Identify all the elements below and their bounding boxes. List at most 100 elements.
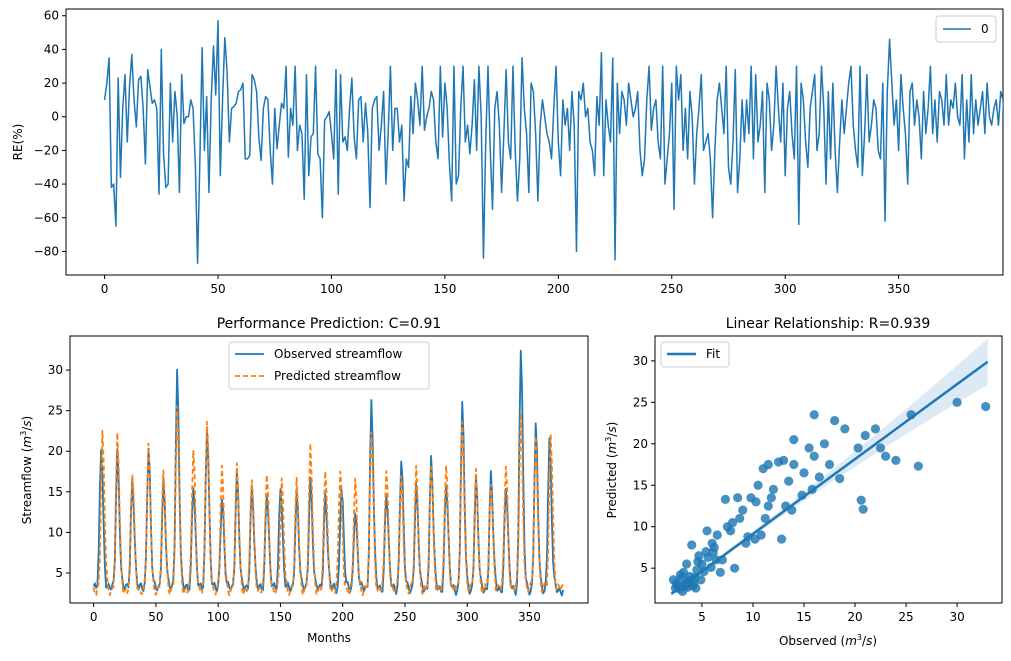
perf-x-tick-label: 300 — [456, 610, 479, 624]
scatter-point — [856, 495, 866, 505]
re-y-tick-label: −80 — [34, 244, 59, 258]
scatter-point — [809, 410, 819, 420]
re-series-group — [103, 20, 1003, 264]
re-legend-label: 0 — [981, 22, 989, 36]
scatter-point — [746, 493, 756, 503]
fit-legend-label: Fit — [706, 347, 720, 361]
perf-x-tick-label: 250 — [394, 610, 417, 624]
scatter-point — [799, 468, 809, 478]
scatter-point — [913, 461, 923, 471]
scatter-point — [675, 570, 686, 580]
scatter-x-tick-label: 5 — [698, 610, 706, 624]
predicted-legend-label: Predicted streamflow — [274, 369, 401, 383]
scatter-point — [952, 397, 962, 407]
scatter-point — [738, 505, 748, 515]
scatter-y-tick-label: 20 — [633, 437, 648, 451]
re-chart: 0 50 100 150 200 250 300 350 −80 −60 −40 −20 0 20 40 6… — [11, 8, 1004, 296]
scatter-point — [875, 443, 886, 453]
re-y-tick-label: 20 — [44, 76, 59, 90]
perf-series-group — [92, 349, 564, 597]
scatter-point — [881, 451, 891, 461]
scatter-title: Linear Relationship: R=0.939 — [726, 316, 931, 332]
re-y-tick-label: −40 — [34, 177, 59, 191]
predicted-streamflow-line — [92, 405, 564, 597]
perf-x-tick-label: 50 — [148, 610, 163, 624]
scatter-x-tick-label: 15 — [796, 610, 811, 624]
perf-x-label: Months — [307, 631, 351, 645]
fit-line — [670, 360, 989, 595]
scatter-point — [768, 484, 778, 495]
re-y-tick-label: 60 — [44, 9, 59, 23]
scatter-point — [853, 443, 863, 453]
scatter-point — [763, 501, 773, 511]
perf-x-axis: 0 50 100 150 200 250 300 350 — [90, 603, 541, 624]
scatter-chart: Linear Relationship: R=0.939 5 10 15 20 25 30… — [604, 316, 1003, 648]
perf-y-tick-label: 10 — [48, 525, 63, 539]
re-y-axis: −80 −60 −40 −20 0 20 40 60 — [34, 9, 66, 258]
scatter-point — [701, 546, 711, 557]
scatter-point — [819, 439, 830, 449]
scatter-points — [668, 397, 991, 596]
scatter-point — [766, 493, 776, 503]
scatter-point — [712, 530, 722, 540]
scatter-y-tick-label: 15 — [633, 478, 648, 492]
scatter-point — [809, 451, 819, 461]
perf-y-tick-label: 30 — [48, 363, 63, 377]
scatter-point — [702, 526, 712, 536]
scatter-point — [858, 504, 868, 514]
scatter-plot-area — [668, 338, 991, 597]
perf-legend: Observed streamflow Predicted streamflow — [228, 341, 430, 390]
scatter-point — [720, 494, 731, 504]
re-x-tick-label: 250 — [660, 282, 683, 296]
scatter-point — [758, 464, 768, 474]
scatter-point — [773, 457, 784, 467]
scatter-point — [715, 567, 725, 577]
scatter-point — [682, 559, 692, 569]
re-x-tick-label: 200 — [547, 282, 570, 296]
perf-legend-box — [228, 341, 430, 390]
observed-streamflow-line — [92, 349, 564, 597]
perf-y-tick-label: 15 — [48, 485, 63, 499]
re-y-tick-label: −20 — [34, 143, 59, 157]
perf-y-label: Streamflow (m3/s) — [19, 416, 34, 524]
scatter-point — [860, 430, 870, 441]
scatter-point — [693, 556, 703, 567]
scatter-y-axis: 5 10 15 20 25 30 — [633, 354, 655, 575]
re-x-tick-label: 350 — [887, 282, 910, 296]
scatter-x-axis: 5 10 15 20 25 30 — [698, 603, 965, 624]
scatter-point — [687, 540, 697, 550]
re-axes-frame — [65, 8, 1004, 276]
re-x-axis: 0 50 100 150 200 250 300 350 — [101, 275, 910, 296]
re-x-tick-label: 150 — [433, 282, 456, 296]
scatter-y-tick-label: 25 — [633, 395, 648, 409]
perf-y-tick-label: 20 — [48, 444, 63, 458]
re-y-label: RE(%) — [11, 124, 25, 161]
scatter-point — [835, 474, 845, 484]
scatter-point — [760, 513, 770, 524]
scatter-y-label: Predicted (m3/s) — [604, 422, 619, 519]
scatter-y-tick-label: 5 — [640, 561, 648, 575]
scatter-x-tick-label: 20 — [847, 610, 862, 624]
re-legend: 0 — [935, 15, 997, 43]
perf-y-tick-label: 25 — [48, 404, 63, 418]
perf-x-tick-label: 100 — [207, 610, 230, 624]
scatter-legend: Fit — [660, 341, 730, 368]
scatter-point — [733, 493, 743, 503]
scatter-point — [804, 443, 814, 453]
re-y-tick-label: 0 — [51, 110, 59, 124]
scatter-x-label: Observed (m3/s) — [779, 633, 877, 648]
re-x-tick-label: 300 — [774, 282, 797, 296]
scatter-point — [891, 455, 901, 465]
scatter-point — [814, 472, 824, 482]
re-x-tick-label: 0 — [101, 282, 109, 296]
scatter-x-tick-label: 30 — [949, 610, 964, 624]
scatter-x-tick-label: 10 — [745, 610, 760, 624]
scatter-x-tick-label: 25 — [898, 610, 913, 624]
scatter-point — [756, 530, 766, 540]
scatter-point — [981, 401, 991, 412]
perf-x-tick-label: 200 — [331, 610, 354, 624]
perf-title: Performance Prediction: C=0.91 — [217, 316, 442, 332]
perf-chart: Performance Prediction: C=0.91 0 50 100 150… — [19, 316, 589, 645]
scatter-point — [735, 513, 745, 524]
scatter-point — [789, 435, 799, 445]
